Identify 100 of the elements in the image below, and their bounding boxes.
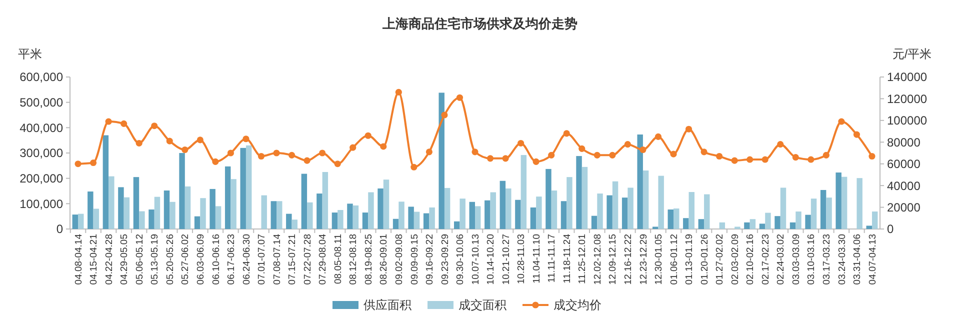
bar	[347, 204, 353, 229]
x-tick-label: 10.14-10.20	[486, 234, 497, 285]
x-tick-label: 07.29-08.04	[318, 234, 329, 285]
bar	[551, 190, 558, 229]
point	[304, 157, 310, 164]
y-tick-label: 200,000	[20, 172, 64, 186]
point	[136, 140, 142, 147]
point	[654, 133, 662, 140]
x-tick-label: 12.02-12.08	[592, 234, 604, 285]
x-tick-label: 08.12-08.18	[348, 234, 360, 285]
bar	[261, 195, 267, 229]
bar	[750, 219, 756, 229]
y2-tick-label: 0	[887, 222, 894, 236]
point	[350, 144, 356, 151]
y-axis-title: 平米	[18, 47, 42, 61]
x-tick-label: 05.06-05.12	[134, 234, 146, 285]
bar	[286, 214, 292, 229]
x-tick-label: 09.09-09.15	[409, 234, 420, 285]
y-tick-label: 500,000	[20, 96, 64, 110]
bar	[796, 212, 802, 229]
x-tick-label: 05.27-06.02	[180, 234, 192, 285]
point	[563, 130, 570, 137]
bar	[475, 206, 481, 229]
bar	[765, 212, 771, 229]
x-tick-label: 07.15-07.21	[287, 234, 298, 285]
bar	[438, 92, 444, 229]
x-tick-label: 08.19-08.25	[363, 234, 374, 285]
x-tick-label: 06.03-06.09	[195, 234, 206, 285]
y-tick-label: 300,000	[20, 146, 64, 160]
bar	[368, 192, 374, 229]
point	[518, 140, 524, 147]
x-tick-label: 03.17-03.23	[822, 234, 833, 285]
bar	[866, 226, 872, 229]
point	[762, 156, 768, 163]
legend-label: 成交面积	[458, 298, 506, 312]
bar	[668, 209, 674, 229]
point	[258, 152, 265, 160]
bar	[316, 194, 322, 229]
point	[182, 146, 188, 154]
bar	[124, 197, 130, 229]
bar	[820, 190, 826, 229]
legend-label: 成交均价	[554, 298, 602, 312]
bar	[392, 218, 399, 229]
y2-tick-label: 140000	[887, 70, 928, 84]
x-tick-label: 01.13-01.19	[684, 234, 696, 285]
point	[777, 141, 784, 148]
bar	[322, 172, 328, 229]
point	[456, 94, 464, 101]
x-tick-label: 04.08-04.14	[73, 234, 84, 285]
bar	[469, 202, 475, 229]
y-tick-label: 0	[56, 222, 64, 236]
point	[838, 118, 845, 125]
bar	[606, 195, 612, 229]
bar	[673, 208, 680, 229]
point	[700, 148, 708, 156]
x-tick-label: 01.06-01.12	[668, 234, 680, 285]
bar	[307, 202, 313, 229]
x-tick-label: 09.23-09.29	[440, 234, 451, 285]
y2-tick-label: 120000	[887, 92, 928, 106]
x-tick-label: 03.03-03.09	[790, 234, 802, 285]
point	[120, 120, 128, 127]
bar	[108, 176, 114, 229]
bar	[484, 200, 490, 229]
bar	[622, 198, 628, 229]
bar	[148, 209, 154, 229]
bar	[628, 188, 634, 229]
bar	[637, 134, 643, 229]
x-tick-label: 06.17-06.23	[226, 234, 238, 285]
point	[212, 158, 219, 165]
x-tick-label: 03.31-04.06	[852, 234, 864, 285]
bar	[338, 210, 344, 229]
point	[685, 126, 692, 132]
y-tick-label: 100,000	[20, 196, 64, 211]
bar	[332, 212, 338, 229]
bar	[292, 220, 298, 229]
point	[746, 156, 754, 163]
bar	[530, 207, 536, 229]
bar	[576, 156, 582, 229]
point	[808, 156, 814, 163]
bar	[566, 177, 572, 229]
bar	[454, 221, 460, 229]
y2-tick-label: 40000	[887, 178, 921, 193]
bar	[774, 216, 780, 229]
bar	[698, 219, 704, 229]
bar	[444, 188, 450, 229]
bar	[506, 188, 512, 229]
point	[853, 131, 860, 138]
bar	[560, 201, 567, 229]
bar	[72, 214, 78, 229]
point	[670, 150, 677, 158]
bar	[224, 166, 231, 229]
point	[90, 159, 97, 166]
bar	[591, 216, 598, 229]
x-tick-label: 12.30-01.05	[654, 234, 665, 285]
bar	[759, 224, 766, 229]
bar	[612, 181, 618, 229]
bar	[170, 202, 176, 229]
legend-label: 供应面积	[364, 298, 412, 312]
bar	[500, 180, 506, 229]
x-tick-label: 11.04-11.10	[531, 234, 542, 284]
